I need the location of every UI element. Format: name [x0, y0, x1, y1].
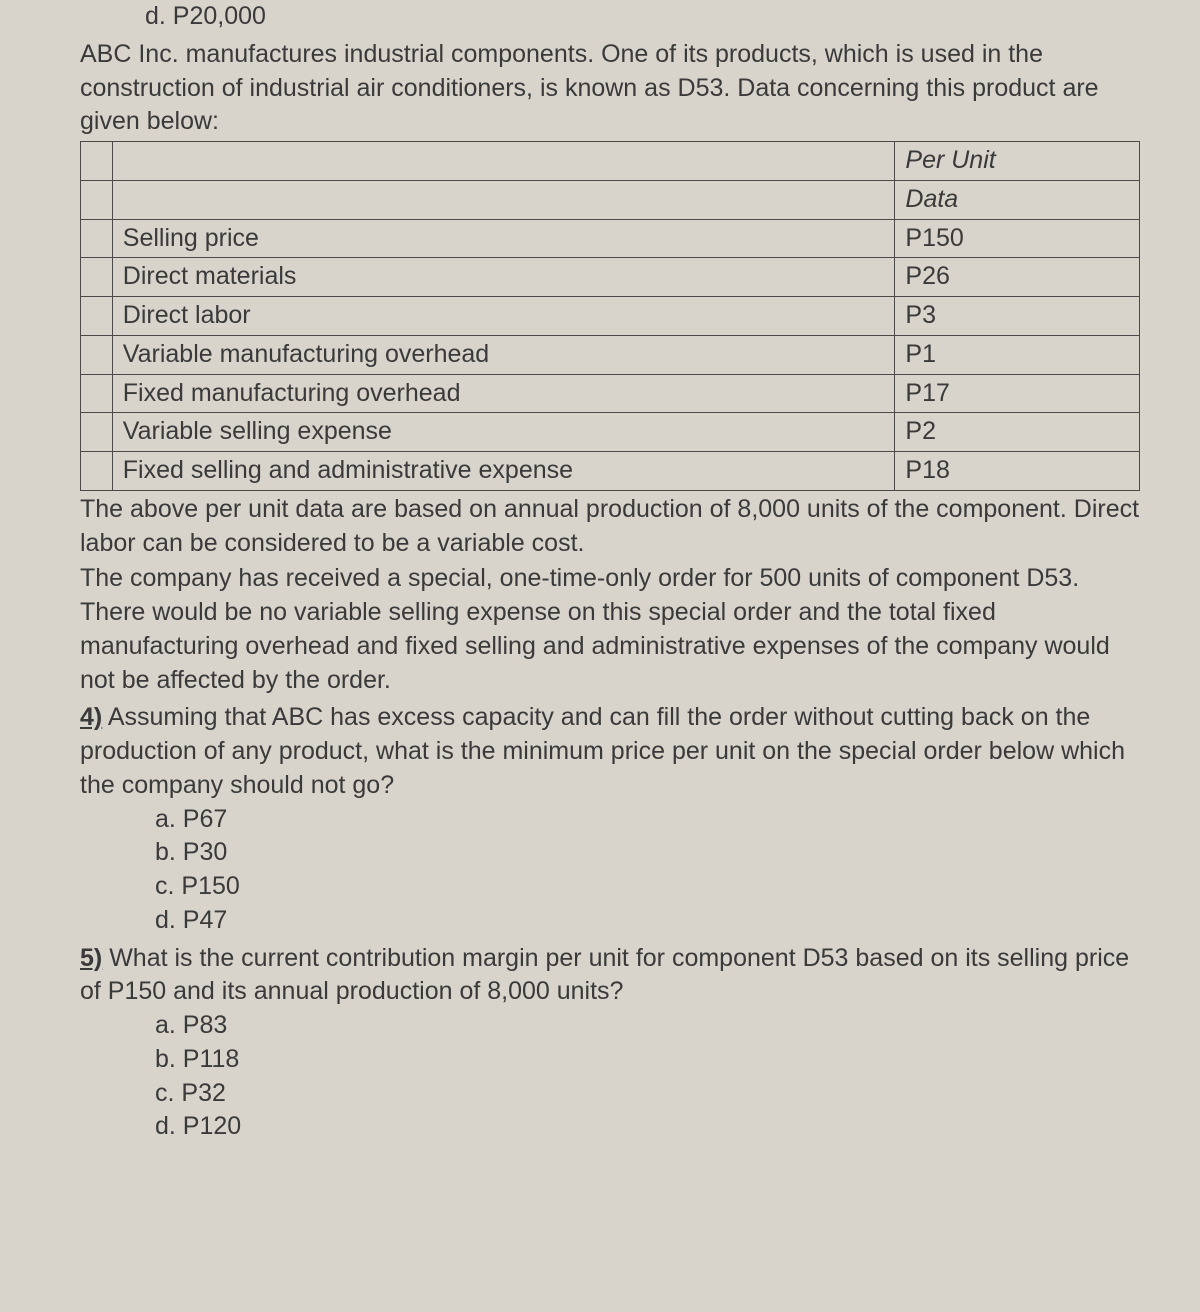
- table-cell: [81, 297, 113, 336]
- note-paragraph-2: The company has received a special, one-…: [80, 562, 1140, 697]
- table-cell: [81, 374, 113, 413]
- table-label-cell: Direct materials: [112, 258, 895, 297]
- table-label-cell: Fixed manufacturing overhead: [112, 374, 895, 413]
- note-paragraph-1: The above per unit data are based on ann…: [80, 493, 1140, 561]
- option-c: c. P32: [155, 1077, 1140, 1111]
- question-5: 5) What is the current contribution marg…: [80, 942, 1140, 1145]
- table-label-cell: Variable manufacturing overhead: [112, 335, 895, 374]
- table-cell: [81, 335, 113, 374]
- table-header-row: Per Unit: [81, 142, 1140, 181]
- table-cell: [81, 180, 113, 219]
- table-label-cell: Selling price: [112, 219, 895, 258]
- question-text: What is the current contribution margin …: [80, 944, 1129, 1006]
- table-cell: [112, 142, 895, 181]
- table-value-cell: P3: [895, 297, 1140, 336]
- table-row: Variable selling expense P2: [81, 413, 1140, 452]
- table-cell: [81, 219, 113, 258]
- question-number: 5): [80, 944, 102, 972]
- table-value-cell: P2: [895, 413, 1140, 452]
- table-header-cell: Data: [895, 180, 1140, 219]
- table-value-cell: P150: [895, 219, 1140, 258]
- cost-data-table: Per Unit Data Selling price P150 Direct …: [80, 141, 1140, 491]
- table-row: Selling price P150: [81, 219, 1140, 258]
- table-header-row: Data: [81, 180, 1140, 219]
- table-value-cell: P17: [895, 374, 1140, 413]
- question-4: 4) Assuming that ABC has excess capacity…: [80, 701, 1140, 937]
- intro-paragraph: ABC Inc. manufactures industrial compone…: [80, 38, 1140, 139]
- table-cell: [112, 180, 895, 219]
- table-row: Direct materials P26: [81, 258, 1140, 297]
- table-value-cell: P1: [895, 335, 1140, 374]
- table-cell: [81, 258, 113, 297]
- table-cell: [81, 142, 113, 181]
- option-d: d. P47: [155, 904, 1140, 938]
- table-label-cell: Fixed selling and administrative expense: [112, 452, 895, 491]
- table-value-cell: P26: [895, 258, 1140, 297]
- option-b: b. P118: [155, 1043, 1140, 1077]
- table-value-cell: P18: [895, 452, 1140, 491]
- question-text: Assuming that ABC has excess capacity an…: [80, 703, 1125, 799]
- table-label-cell: Variable selling expense: [112, 413, 895, 452]
- question-number: 4): [80, 703, 102, 731]
- table-row: Fixed selling and administrative expense…: [81, 452, 1140, 491]
- table-row: Variable manufacturing overhead P1: [81, 335, 1140, 374]
- option-d: d. P120: [155, 1110, 1140, 1144]
- option-b: b. P30: [155, 836, 1140, 870]
- option-a: a. P83: [155, 1009, 1140, 1043]
- table-cell: [81, 452, 113, 491]
- table-row: Direct labor P3: [81, 297, 1140, 336]
- question-5-options: a. P83 b. P118 c. P32 d. P120: [155, 1009, 1140, 1144]
- table-header-cell: Per Unit: [895, 142, 1140, 181]
- option-a: a. P67: [155, 803, 1140, 837]
- table-cell: [81, 413, 113, 452]
- question-4-options: a. P67 b. P30 c. P150 d. P47: [155, 803, 1140, 938]
- table-row: Fixed manufacturing overhead P17: [81, 374, 1140, 413]
- table-label-cell: Direct labor: [112, 297, 895, 336]
- option-c: c. P150: [155, 870, 1140, 904]
- previous-answer: d. P20,000: [145, 0, 1140, 34]
